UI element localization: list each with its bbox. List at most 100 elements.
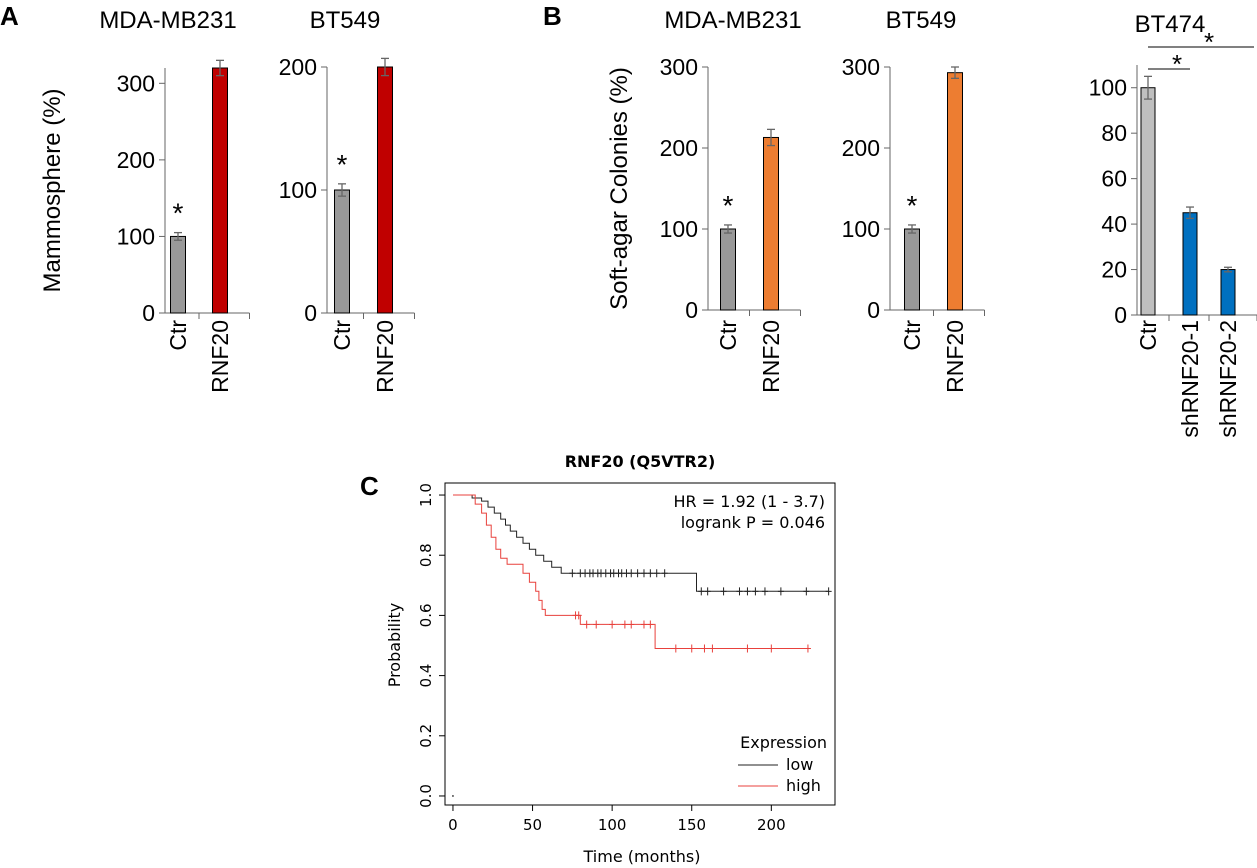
bar-ctr xyxy=(170,235,186,314)
y-tick-label: 0 xyxy=(685,297,698,323)
y-tick-label: 1.0 xyxy=(417,483,435,507)
bar-ctr xyxy=(904,228,920,311)
censor-mark-low xyxy=(825,587,832,596)
y-tick-label: 20 xyxy=(1101,257,1127,283)
category-label-ctr: Ctr xyxy=(329,320,355,351)
y-tick-label: 0 xyxy=(867,297,880,323)
category-label-ctr: Ctr xyxy=(715,320,741,351)
chart-a-mda-mb231: MDA-MB231 Mammosphere (%) 0 100 200 300 Ctr RNF… xyxy=(39,7,250,393)
category-label-rnf20: RNF20 xyxy=(758,320,784,393)
chart-title: MDA-MB231 xyxy=(99,7,236,34)
chart-title: BT549 xyxy=(886,7,957,34)
chart-a-bt549: BT549 0 100 200 Ctr RNF20 * xyxy=(279,7,415,393)
censor-mark-low xyxy=(744,587,751,596)
y-tick-label: 100 xyxy=(660,216,698,242)
censor-mark-high xyxy=(583,620,590,629)
y-axis-label: Probability xyxy=(385,603,404,688)
bar-shrnf20-1 xyxy=(1182,212,1198,316)
censor-mark-low xyxy=(761,587,768,596)
censor-mark-low xyxy=(698,587,705,596)
category-label-ctr: Ctr xyxy=(899,320,925,351)
y-tick-label: 100 xyxy=(842,216,880,242)
x-tick-label: 150 xyxy=(677,816,706,834)
legend-label-high: high xyxy=(786,776,821,795)
censor-mark-low xyxy=(640,569,647,578)
category-label-rnf20: RNF20 xyxy=(207,320,233,393)
x-tick-label: 200 xyxy=(757,816,786,834)
significance-star: * xyxy=(907,190,918,221)
censor-mark-high xyxy=(609,620,616,629)
category-label-rnf20: RNF20 xyxy=(942,320,968,393)
y-tick-label: 300 xyxy=(842,54,880,80)
chart-b-bt474: BT474 0 20 40 60 80 100 Ctr shRNF20-1 shRNF20-2 * * xyxy=(1089,11,1257,438)
censor-mark-high xyxy=(672,644,679,653)
plot-frame xyxy=(444,482,836,806)
hr-annotation: HR = 1.92 (1 - 3.7) xyxy=(674,492,826,511)
censor-mark-high xyxy=(628,620,635,629)
bar-ctr xyxy=(720,228,736,311)
bar-rnf20 xyxy=(377,66,393,314)
y-tick-label: 0.8 xyxy=(417,543,435,567)
censor-mark-low xyxy=(661,569,668,578)
y-tick-label: 100 xyxy=(1089,75,1127,101)
censor-mark-low xyxy=(752,587,759,596)
y-tick-label: 0.4 xyxy=(417,664,435,688)
censor-mark-low xyxy=(777,587,784,596)
y-tick-label: 40 xyxy=(1101,211,1127,237)
censor-mark-high xyxy=(647,620,654,629)
censor-mark-low xyxy=(803,587,810,596)
bar-ctr xyxy=(334,189,350,314)
hr-annotation: logrank P = 0.046 xyxy=(681,513,825,532)
panel-letter-a: A xyxy=(0,1,19,31)
y-axis-label: Mammosphere (%) xyxy=(39,88,66,292)
bar-ctr xyxy=(1140,87,1156,316)
x-tick-label: 0 xyxy=(448,816,458,834)
chart-b-bt549: BT549 0 100 200 300 Ctr RNF20 * xyxy=(842,7,985,393)
panel-letter-c: C xyxy=(360,471,379,501)
x-tick-label: 100 xyxy=(598,816,627,834)
censor-mark-high xyxy=(575,611,582,620)
y-tick-label: 200 xyxy=(660,135,698,161)
chart-b-mda-mb231: MDA-MB231 Soft-agar Colonies (%) 0 100 200 30… xyxy=(606,7,802,393)
censor-mark-low xyxy=(704,587,711,596)
censor-mark-high xyxy=(688,644,695,653)
y-tick-label: 0 xyxy=(142,300,155,326)
chart-title: BT549 xyxy=(310,7,381,34)
censor-mark-low xyxy=(720,587,727,596)
x-axis-label: Time (months) xyxy=(583,847,701,866)
censor-mark-high xyxy=(709,644,716,653)
category-label-shrnf20-2: shRNF20-2 xyxy=(1215,320,1241,438)
censor-mark-high xyxy=(744,644,751,653)
y-tick-label: 200 xyxy=(279,54,317,80)
significance-star: * xyxy=(1204,27,1214,57)
censor-mark-high xyxy=(593,620,600,629)
chart-title: RNF20 (Q5VTR2) xyxy=(565,452,716,471)
y-tick-label: 200 xyxy=(117,147,155,173)
censor-mark-high xyxy=(621,620,628,629)
y-tick-label: 300 xyxy=(660,54,698,80)
y-tick-label: 0.2 xyxy=(417,724,435,748)
category-label-shrnf20-1: shRNF20-1 xyxy=(1177,320,1203,438)
significance-star: * xyxy=(173,198,184,229)
y-axis-label: Soft-agar Colonies (%) xyxy=(606,67,633,310)
y-tick-label: 0.0 xyxy=(417,784,435,808)
y-tick-label: 100 xyxy=(279,177,317,203)
y-tick-label: 300 xyxy=(117,70,155,96)
origin-dot xyxy=(452,795,454,797)
chart-title: BT474 xyxy=(1135,11,1206,38)
censor-mark-high xyxy=(640,620,647,629)
category-label-ctr: Ctr xyxy=(165,320,191,351)
censor-mark-low xyxy=(653,569,660,578)
survival-curve-high xyxy=(453,494,808,649)
y-tick-label: 200 xyxy=(842,135,880,161)
category-label-ctr: Ctr xyxy=(1135,320,1161,351)
bar-rnf20 xyxy=(947,72,963,311)
y-tick-label: 60 xyxy=(1101,166,1127,192)
y-tick-label: 80 xyxy=(1101,120,1127,146)
bar-rnf20 xyxy=(212,67,228,314)
chart-c-survival: RNF20 (Q5VTR2) 0 50 100 150 200 0.0 0.2 0.4 0.6 0.… xyxy=(385,452,836,866)
censor-mark-low xyxy=(736,587,743,596)
significance-star: * xyxy=(723,190,734,221)
bar-shrnf20-2 xyxy=(1220,269,1236,316)
chart-title: MDA-MB231 xyxy=(664,7,801,34)
